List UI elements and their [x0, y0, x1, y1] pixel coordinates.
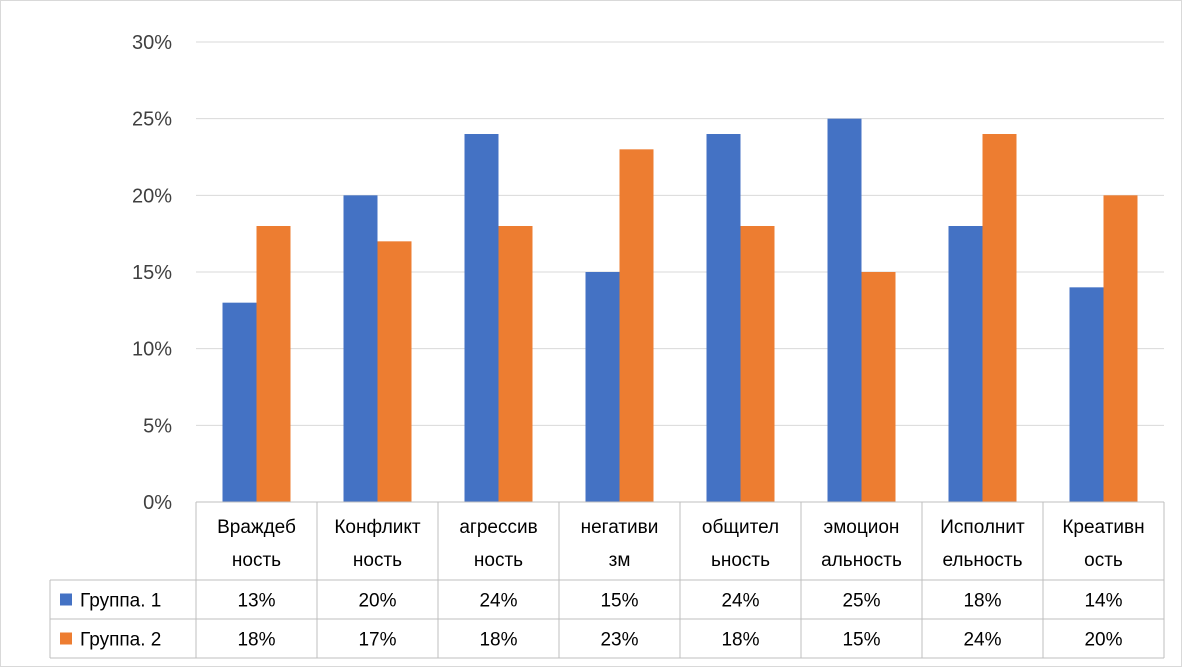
category-label: Враждеб — [217, 517, 296, 538]
category-label: ность — [232, 550, 281, 571]
data-label-1: 24% — [721, 591, 759, 612]
data-label-1: 24% — [479, 591, 517, 612]
data-label-1: 20% — [358, 591, 396, 612]
data-label-1: 25% — [842, 591, 880, 612]
bar-1-3 — [464, 134, 499, 502]
bar-1-2 — [343, 195, 378, 503]
bar-2-4 — [619, 149, 654, 503]
y-tick-label: 15% — [132, 262, 172, 284]
bar-2-1 — [256, 226, 291, 502]
bar-1-4 — [585, 272, 620, 502]
bar-2-5 — [740, 226, 775, 502]
data-label-2: 24% — [963, 630, 1001, 651]
bar-2-6 — [861, 272, 896, 502]
data-label-2: 18% — [479, 630, 517, 651]
bar-2-3 — [498, 226, 533, 502]
bar-1-7 — [948, 226, 983, 502]
y-tick-label: 5% — [143, 415, 172, 437]
category-label: общител — [702, 517, 779, 538]
bar-1-1 — [222, 302, 257, 502]
category-label: Конфликт — [334, 517, 421, 538]
y-tick-label: 10% — [132, 339, 172, 361]
bar-2-2 — [377, 241, 412, 503]
data-label-1: 13% — [237, 591, 275, 612]
legend-swatch-1 — [60, 593, 72, 606]
bar-1-8 — [1069, 287, 1104, 502]
data-label-1: 14% — [1084, 591, 1122, 612]
category-label: ость — [1084, 550, 1123, 571]
legend-swatch-2 — [60, 632, 72, 645]
category-label: зм — [609, 550, 631, 571]
category-label: ьность — [711, 550, 770, 571]
data-label-2: 18% — [237, 630, 275, 651]
category-label: агрессив — [459, 517, 537, 538]
category-label: альность — [821, 550, 902, 571]
bar-1-5 — [706, 134, 741, 502]
data-label-2: 17% — [358, 630, 396, 651]
y-tick-label: 30% — [132, 32, 172, 54]
category-label: ность — [474, 550, 523, 571]
legend-label-1: Группа. 1 — [80, 591, 161, 612]
category-label: ность — [353, 550, 402, 571]
data-label-2: 23% — [600, 630, 638, 651]
data-label-2: 20% — [1084, 630, 1122, 651]
category-label: негативи — [581, 517, 659, 538]
bar-1-6 — [827, 118, 862, 503]
bar-2-8 — [1103, 195, 1138, 503]
y-tick-label: 20% — [132, 185, 172, 207]
category-label: эмоцион — [824, 517, 900, 538]
data-label-1: 15% — [600, 591, 638, 612]
data-label-2: 15% — [842, 630, 880, 651]
data-label-1: 18% — [963, 591, 1001, 612]
y-tick-label: 0% — [143, 492, 172, 514]
category-label: ельность — [942, 550, 1022, 571]
category-label: Исполнит — [940, 517, 1025, 538]
category-label: Креативн — [1062, 517, 1144, 538]
data-label-2: 18% — [721, 630, 759, 651]
y-tick-label: 25% — [132, 109, 172, 131]
legend-label-2: Группа. 2 — [80, 630, 161, 651]
bar-2-7 — [982, 134, 1017, 502]
